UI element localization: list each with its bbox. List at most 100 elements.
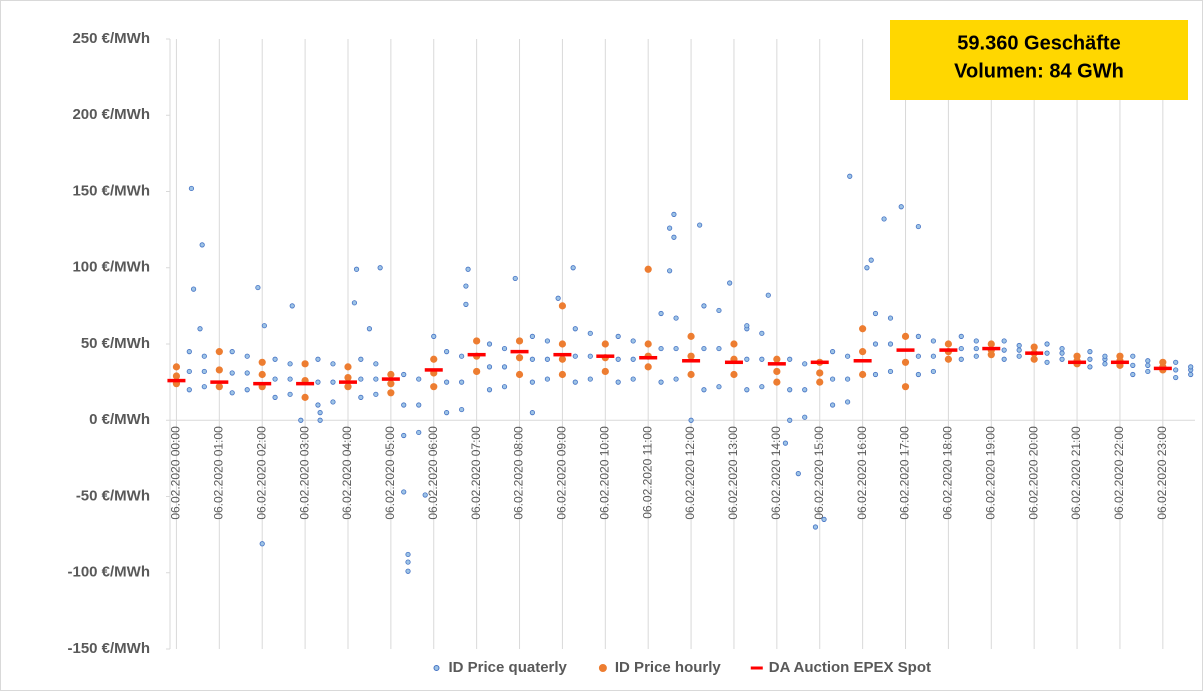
hourly-point [515,370,524,379]
hourly-point [515,337,524,345]
quarterly-point [930,338,936,344]
quarterly-point [864,265,870,271]
quarterly-point [1087,356,1093,362]
hourly-point [944,340,952,348]
quarterly-point [463,301,469,307]
quarterly-point [630,338,636,344]
quarterly-point [1044,359,1050,365]
quarterly-point [529,333,535,339]
hourly-point [215,383,223,391]
da-price-mark [1068,360,1087,365]
quarterly-point [615,333,621,339]
quarterly-point [868,257,874,263]
quarterly-point [727,280,733,286]
da-price-mark [553,352,572,357]
x-tick-label: 06.02.2020 08:00 [512,426,526,520]
quarterly-point [572,379,578,385]
x-tick-label: 06.02.2020 11:00 [640,426,654,519]
da-price-mark [167,378,186,383]
quarterly-point [289,303,295,309]
hourly-point [644,265,652,273]
quarterly-point [872,310,879,317]
y-tick-label: 200 €/MWh [72,106,150,123]
quarterly-point [1059,350,1065,356]
da-price-mark [939,348,958,352]
quarterly-point [358,356,364,362]
quarterly-point [315,402,321,408]
quarterly-point [872,371,879,378]
quarterly-point [422,492,428,498]
quarterly-point [795,471,801,477]
quarterly-point [272,356,278,362]
quarterly-point [373,361,379,367]
quarterly-point [272,394,278,400]
quarterly-point [701,345,707,352]
quarterly-point [261,323,267,329]
hourly-point [687,370,695,379]
x-tick-label: 06.02.2020 15:00 [812,426,826,520]
quarterly-point [958,333,964,339]
quarterly-point [615,356,621,362]
x-tick-label: 06.02.2020 01:00 [211,426,225,520]
y-tick-label: -50 €/MWh [76,487,150,504]
quarterly-point [501,384,508,390]
quarterly-point [802,361,808,367]
quarterly-point [802,387,808,393]
x-tick-label: 06.02.2020 21:00 [1069,426,1083,520]
da-price-mark [253,381,272,386]
quarterly-point [1145,358,1151,364]
quarterly-point [358,394,364,400]
quarterly-point [1016,347,1022,353]
hourly-point [987,340,995,348]
quarterly-point [1145,362,1151,368]
hourly-point [344,373,352,382]
quarterly-point [229,370,235,376]
quarterly-point [845,353,851,359]
hourly-point [1159,358,1167,366]
quarterly-point [765,292,771,298]
hourly-point [730,370,738,379]
hourly-point [515,354,524,362]
y-tick-label: 0 €/MWh [89,411,150,428]
x-tick-label: 06.02.2020 22:00 [1112,426,1126,520]
quarterly-point [915,223,921,230]
hourly-point [215,366,223,374]
quarterly-point [630,376,636,382]
quarterly-point [544,356,551,362]
x-tick-label: 06.02.2020 19:00 [983,426,997,520]
hourly-point [258,370,266,379]
quarterly-point [1145,368,1151,375]
quarterly-point [463,283,469,289]
quarterly-point [287,376,293,382]
quarterly-point [830,402,836,408]
x-tick-label: 06.02.2020 05:00 [383,426,397,520]
quarterly-point [787,417,793,423]
hourly-point [258,358,266,366]
x-tick-label: 06.02.2020 02:00 [254,426,268,520]
da-price-mark [510,349,529,354]
quarterly-point [673,376,679,382]
quarterly-point [887,368,894,375]
legend-marker [750,666,763,670]
quarterly-point [615,379,621,385]
quarterly-point [915,353,921,359]
quarterly-point [658,310,664,317]
hourly-point [859,325,867,333]
legend-label: DA Auction EPEX Spot [769,659,931,676]
x-tick-label: 06.02.2020 20:00 [1026,426,1040,520]
quarterly-point [898,204,904,210]
x-tick-label: 06.02.2020 16:00 [855,426,869,520]
quarterly-point [486,341,493,347]
quarterly-point [872,341,879,347]
quarterly-point [845,399,851,405]
quarterly-point [716,384,722,390]
hourly-point [172,372,181,380]
quarterly-point [759,356,765,362]
quarterly-point [1130,362,1136,368]
quarterly-point [572,326,578,332]
quarterly-point [1001,347,1007,353]
quarterly-point [444,379,450,385]
quarterly-point [587,376,593,382]
hourly-point [859,370,867,379]
